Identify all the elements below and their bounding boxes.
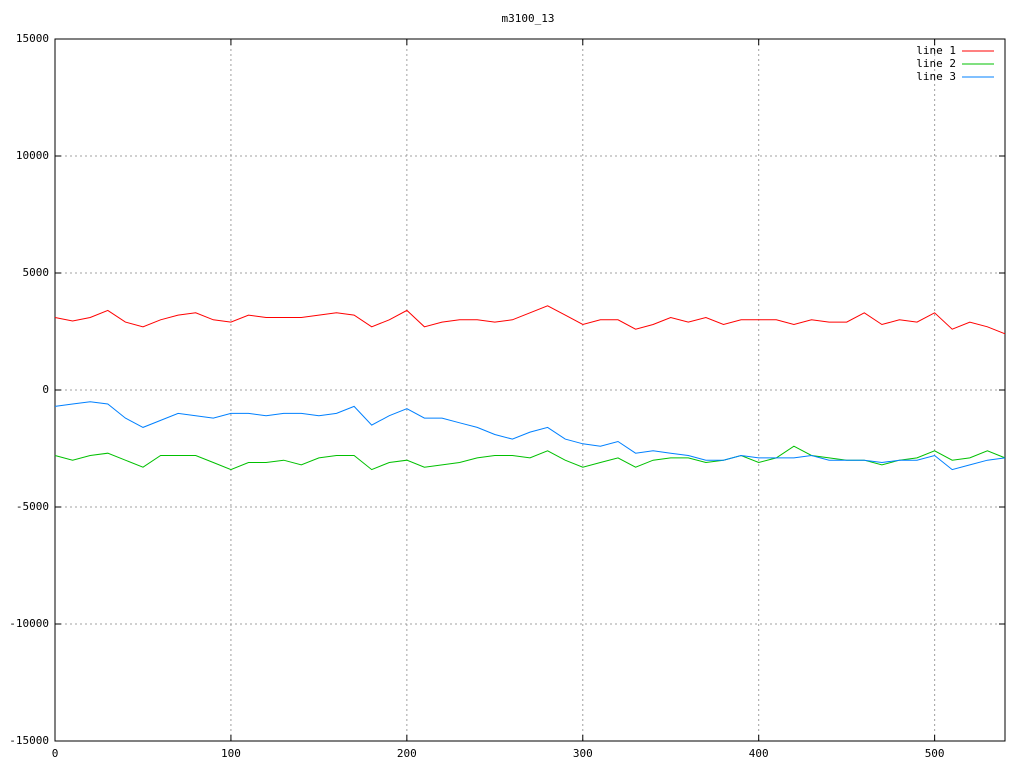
y-tick-label: 10000 [16,149,49,162]
data-line [54,305,1006,335]
legend-label: line 2 [916,57,956,70]
x-tick-label: 200 [397,747,417,760]
y-tick-label: 15000 [16,32,49,45]
y-tick-label: 0 [42,383,49,396]
x-tick-label: 100 [221,747,241,760]
y-tick-label: -10000 [9,617,49,630]
data-line [54,445,1006,471]
x-tick-label: 300 [573,747,593,760]
y-tick-label: 5000 [23,266,50,279]
y-tick-label: -15000 [9,734,49,747]
x-tick-label: 0 [52,747,59,760]
x-tick-label: 500 [925,747,945,760]
chart-title: m3100_13 [502,12,555,25]
y-tick-label: -5000 [16,500,49,513]
legend-label: line 1 [916,44,956,57]
plot-frame [54,38,1006,742]
x-tick-label: 400 [749,747,769,760]
legend-label: line 3 [916,70,956,83]
data-line [54,401,1006,471]
